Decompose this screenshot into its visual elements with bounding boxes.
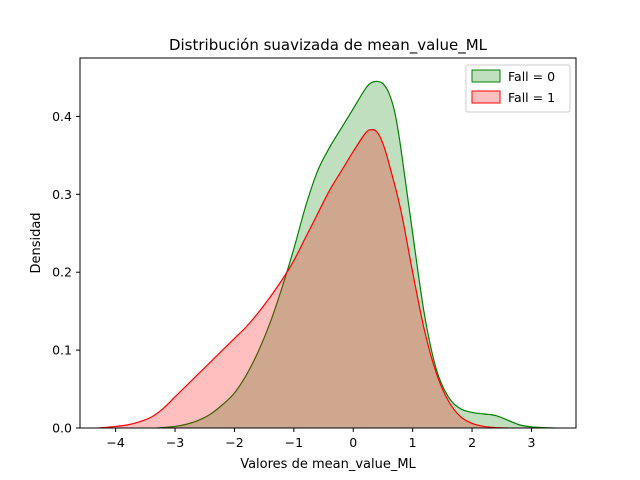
legend-label-fall-1: Fall = 1 xyxy=(508,90,555,105)
y-tick-label: 0.4 xyxy=(52,109,72,124)
y-tick-label: 0.0 xyxy=(52,421,72,436)
plot-area xyxy=(97,80,556,429)
x-tick-label: −1 xyxy=(285,435,303,450)
x-tick-label: −4 xyxy=(106,435,124,450)
x-tick-label: 2 xyxy=(468,435,476,450)
x-tick-label: 3 xyxy=(527,435,535,450)
density-line-fall-1 xyxy=(97,128,508,429)
y-tick-label: 0.3 xyxy=(52,187,72,202)
y-tick-label: 0.1 xyxy=(52,343,72,358)
y-tick-label: 0.2 xyxy=(52,265,72,280)
chart-title: Distribución suavizada de mean_value_ML xyxy=(169,36,488,55)
axes-frame xyxy=(79,57,577,429)
density-area-fall-1 xyxy=(97,129,508,428)
legend: Fall = 0 Fall = 1 xyxy=(465,64,571,113)
x-axis-label: Valores de mean_value_ML xyxy=(240,457,416,472)
x-axis-ticks: −4 −3 −2 −1 0 1 2 3 xyxy=(106,428,535,450)
density-line-fall-0 xyxy=(157,80,556,429)
x-tick-label: −3 xyxy=(166,435,184,450)
legend-label-fall-0: Fall = 0 xyxy=(508,69,555,84)
x-tick-label: 0 xyxy=(349,435,357,450)
legend-swatch-fall-1 xyxy=(471,90,501,104)
legend-swatch-fall-0 xyxy=(471,69,501,83)
density-area-fall-0 xyxy=(157,81,556,428)
y-axis-ticks: 0.0 0.1 0.2 0.3 0.4 xyxy=(52,109,80,436)
y-axis-label: Densidad xyxy=(29,212,44,273)
legend-box xyxy=(465,64,571,113)
x-tick-label: 1 xyxy=(409,435,417,450)
x-tick-label: −2 xyxy=(225,435,243,450)
